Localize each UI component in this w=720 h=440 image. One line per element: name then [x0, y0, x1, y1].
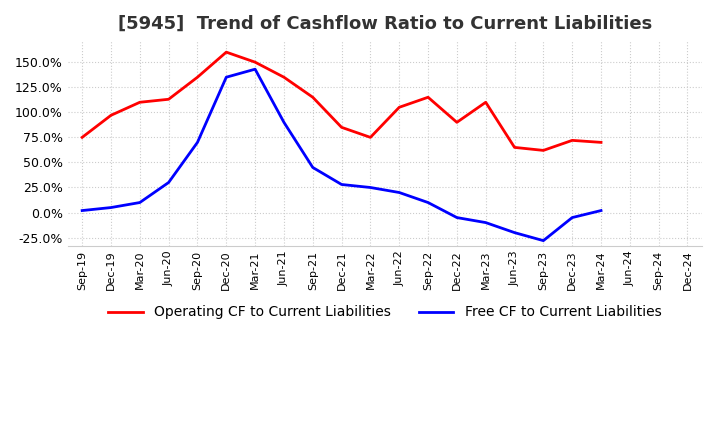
Title: [5945]  Trend of Cashflow Ratio to Current Liabilities: [5945] Trend of Cashflow Ratio to Curren… [117, 15, 652, 33]
Free CF to Current Liabilities [424, 200, 433, 205]
Legend: Operating CF to Current Liabilities, Free CF to Current Liabilities: Operating CF to Current Liabilities, Fre… [103, 300, 667, 325]
Operating CF to Current Liabilities [78, 135, 86, 140]
Free CF to Current Liabilities [222, 74, 230, 80]
Free CF to Current Liabilities [107, 205, 115, 210]
Operating CF to Current Liabilities [510, 145, 519, 150]
Operating CF to Current Liabilities [568, 138, 577, 143]
Free CF to Current Liabilities [395, 190, 403, 195]
Operating CF to Current Liabilities [193, 74, 202, 80]
Free CF to Current Liabilities [482, 220, 490, 225]
Free CF to Current Liabilities [251, 66, 259, 72]
Free CF to Current Liabilities [308, 165, 317, 170]
Free CF to Current Liabilities [78, 208, 86, 213]
Operating CF to Current Liabilities [251, 59, 259, 65]
Operating CF to Current Liabilities [135, 99, 144, 105]
Free CF to Current Liabilities [135, 200, 144, 205]
Free CF to Current Liabilities [597, 208, 606, 213]
Operating CF to Current Liabilities [337, 125, 346, 130]
Operating CF to Current Liabilities [308, 95, 317, 100]
Operating CF to Current Liabilities [395, 105, 403, 110]
Free CF to Current Liabilities [510, 230, 519, 235]
Free CF to Current Liabilities [279, 120, 288, 125]
Operating CF to Current Liabilities [222, 50, 230, 55]
Operating CF to Current Liabilities [366, 135, 374, 140]
Operating CF to Current Liabilities [453, 120, 462, 125]
Free CF to Current Liabilities [453, 215, 462, 220]
Line: Operating CF to Current Liabilities: Operating CF to Current Liabilities [82, 52, 601, 150]
Operating CF to Current Liabilities [424, 95, 433, 100]
Line: Free CF to Current Liabilities: Free CF to Current Liabilities [82, 69, 601, 241]
Free CF to Current Liabilities [568, 215, 577, 220]
Free CF to Current Liabilities [366, 185, 374, 190]
Operating CF to Current Liabilities [107, 113, 115, 118]
Free CF to Current Liabilities [193, 140, 202, 145]
Free CF to Current Liabilities [539, 238, 548, 243]
Operating CF to Current Liabilities [279, 74, 288, 80]
Operating CF to Current Liabilities [482, 99, 490, 105]
Free CF to Current Liabilities [337, 182, 346, 187]
Operating CF to Current Liabilities [164, 97, 173, 102]
Operating CF to Current Liabilities [539, 148, 548, 153]
Operating CF to Current Liabilities [597, 140, 606, 145]
Free CF to Current Liabilities [164, 180, 173, 185]
